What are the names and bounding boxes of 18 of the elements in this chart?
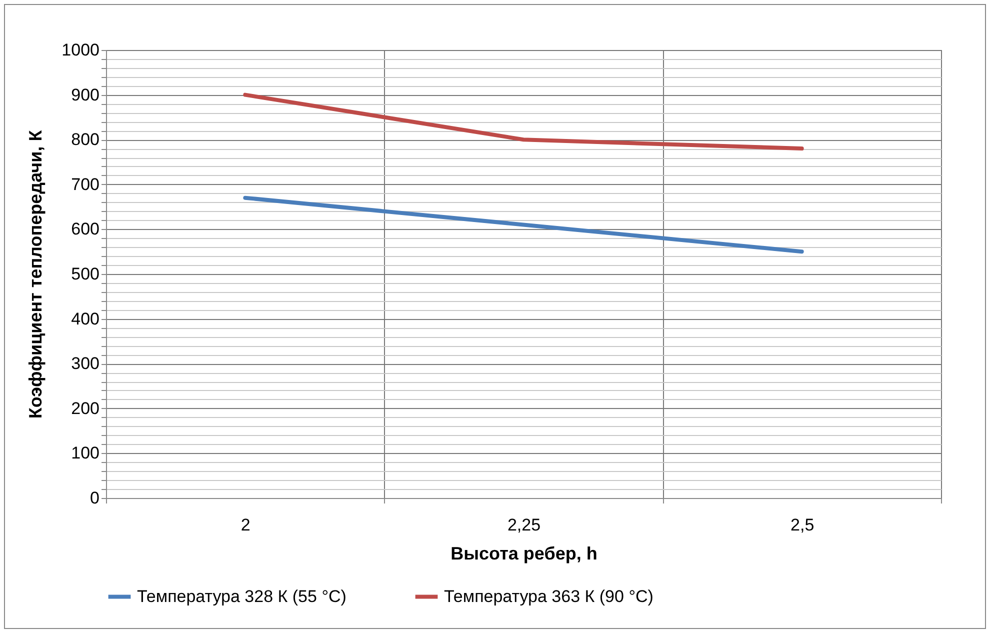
y-tick-label: 700 xyxy=(71,174,100,194)
x-axis-title: Высота ребер, h xyxy=(450,544,598,564)
y-tick-label: 600 xyxy=(71,220,100,239)
y-tick-label: 200 xyxy=(71,398,100,418)
y-tick-label: 300 xyxy=(71,354,100,374)
y-tick-label: 400 xyxy=(71,309,100,328)
y-tick-label: 800 xyxy=(71,130,100,150)
y-tick-label: 900 xyxy=(71,85,100,104)
x-tick-label: 2,25 xyxy=(507,516,541,534)
y-tick-label: 0 xyxy=(90,488,100,508)
y-tick-label: 100 xyxy=(71,444,100,463)
legend-label: Температура 363 К (90 °С) xyxy=(444,586,654,606)
y-tick-label: 500 xyxy=(71,264,100,284)
x-tick-label: 2,5 xyxy=(790,516,814,534)
legend-label: Температура 328 К (55 °С) xyxy=(137,586,346,606)
x-tick-label: 2 xyxy=(240,516,250,534)
y-axis-title: Коэффициент теплопередачи, К xyxy=(26,129,46,419)
y-tick-label: 1000 xyxy=(62,40,100,60)
